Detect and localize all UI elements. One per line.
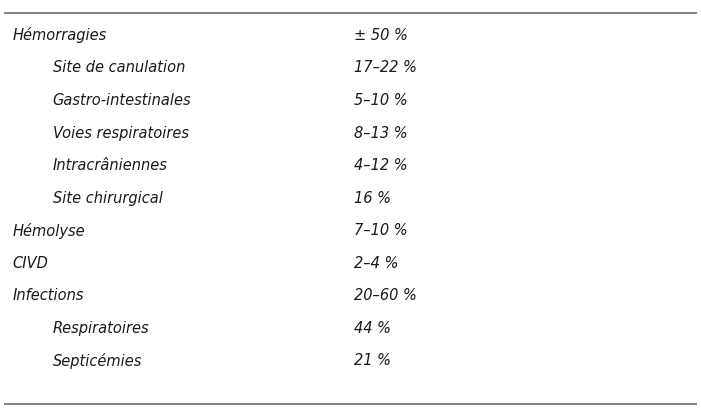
Text: 2–4 %: 2–4 % [354,256,398,271]
Text: CIVD: CIVD [13,256,48,271]
Text: Septicémies: Septicémies [53,353,142,369]
Text: 20–60 %: 20–60 % [354,288,417,303]
Text: ± 50 %: ± 50 % [354,28,408,43]
Text: 7–10 %: 7–10 % [354,223,407,238]
Text: Respiratoires: Respiratoires [53,321,149,336]
Text: Site chirurgical: Site chirurgical [53,191,163,206]
Text: Site de canulation: Site de canulation [53,60,185,75]
Text: Intracrâniennes: Intracrâniennes [53,158,168,173]
Text: 17–22 %: 17–22 % [354,60,417,75]
Text: 16 %: 16 % [354,191,391,206]
Text: Infections: Infections [13,288,84,303]
Text: 5–10 %: 5–10 % [354,93,407,108]
Text: Hémolyse: Hémolyse [13,223,86,239]
Text: Gastro-intestinales: Gastro-intestinales [53,93,191,108]
Text: 4–12 %: 4–12 % [354,158,407,173]
Text: Voies respiratoires: Voies respiratoires [53,126,189,141]
Text: 8–13 %: 8–13 % [354,126,407,141]
Text: 21 %: 21 % [354,353,391,368]
Text: 44 %: 44 % [354,321,391,336]
Text: Hémorragies: Hémorragies [13,28,107,43]
